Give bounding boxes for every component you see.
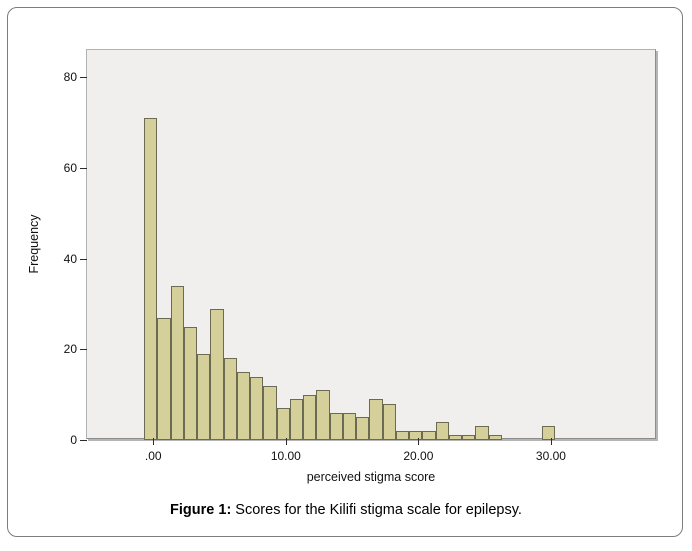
histogram-bar xyxy=(382,403,396,440)
histogram-bar xyxy=(144,118,158,440)
histogram-bar xyxy=(475,426,489,440)
histogram-bar xyxy=(170,285,184,440)
y-axis-tick xyxy=(80,167,87,169)
histogram-bar xyxy=(183,326,198,440)
histogram-bar xyxy=(435,421,449,440)
histogram-bar xyxy=(276,408,290,440)
histogram-bar xyxy=(541,426,555,440)
histogram-bar xyxy=(197,353,211,440)
x-axis-tick xyxy=(285,438,287,445)
x-axis-tick-label: 20.00 xyxy=(403,449,434,463)
y-axis-tick-label: 60 xyxy=(63,160,77,175)
histogram-bar xyxy=(263,385,277,440)
histogram-bar xyxy=(462,435,476,440)
caption-text: Scores for the Kilifi stigma scale for e… xyxy=(231,502,522,518)
y-axis-tick-label: 0 xyxy=(70,433,77,447)
histogram-bar xyxy=(236,371,251,440)
histogram-bar xyxy=(356,417,370,440)
x-axis-title: perceived stigma score xyxy=(306,470,436,484)
x-axis-tick xyxy=(550,438,552,445)
histogram-bars xyxy=(87,50,657,440)
histogram-bar xyxy=(303,394,317,440)
histogram-bar xyxy=(422,430,436,440)
figure-card: Frequency 0 20 40 60 80 .00 10.00 20.00 30.00 p… xyxy=(7,7,683,537)
y-axis-title: Frequency xyxy=(27,214,41,274)
histogram-bar xyxy=(342,412,357,440)
histogram-bar xyxy=(250,376,264,440)
histogram-bar xyxy=(409,430,423,440)
x-axis-tick-label: 30.00 xyxy=(535,449,566,463)
histogram-bar xyxy=(488,435,502,440)
histogram-bar xyxy=(329,412,343,440)
x-axis-tick-label: 10.00 xyxy=(270,449,301,463)
histogram-bar xyxy=(448,435,463,440)
y-axis-tick-label: 20 xyxy=(63,342,77,357)
plot-frame: 0 20 40 60 80 .00 10.00 20.00 30.00 xyxy=(64,49,657,463)
figure-caption: Figure 1: Scores for the Kilifi stigma s… xyxy=(8,502,684,518)
caption-label: Figure 1: xyxy=(170,502,232,518)
y-axis-tick xyxy=(80,77,87,79)
y-axis-tick xyxy=(80,349,87,351)
histogram-bar xyxy=(210,308,224,440)
x-axis-tick-label: .00 xyxy=(144,449,162,463)
y-axis-tick-label: 80 xyxy=(63,70,77,85)
histogram-bar xyxy=(395,430,410,440)
histogram-bar xyxy=(316,390,330,440)
histogram-bar xyxy=(223,358,237,440)
chart-region: Frequency 0 20 40 60 80 .00 10.00 20.00 30.00 p… xyxy=(8,8,684,488)
histogram-bar xyxy=(369,399,383,440)
y-axis-tick xyxy=(80,258,87,260)
x-axis-tick xyxy=(153,438,155,445)
histogram-bar xyxy=(289,399,304,440)
y-axis-tick-label: 40 xyxy=(63,251,77,266)
histogram-bar xyxy=(157,317,171,440)
y-axis-tick xyxy=(80,440,87,441)
x-axis-tick xyxy=(418,438,420,445)
